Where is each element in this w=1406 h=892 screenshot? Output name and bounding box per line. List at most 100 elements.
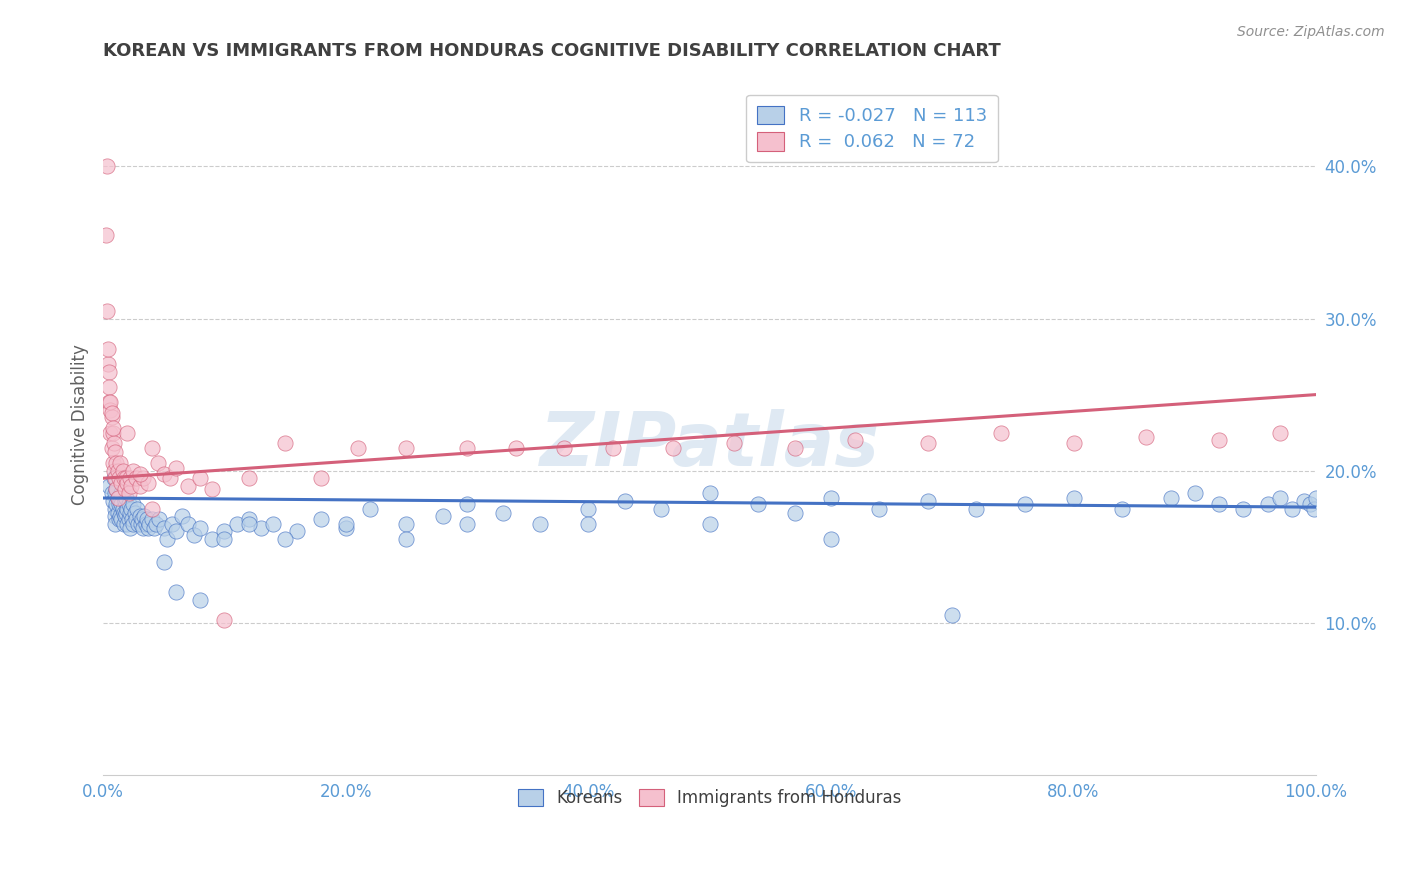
Point (820, 532, 842, 546)
Point (128, 509, 150, 524)
Point (650, 501, 672, 516)
Point (100, 425, 122, 440)
Point (152, 555, 174, 569)
Point (699, 486, 721, 500)
Point (96, 160, 118, 174)
Point (1299, 497, 1322, 511)
Point (100, 410, 122, 425)
Point (127, 501, 149, 516)
Point (120, 501, 142, 516)
Point (1281, 501, 1303, 516)
Point (98, 380, 121, 394)
Point (335, 521, 357, 535)
Point (103, 464, 125, 478)
Point (132, 471, 155, 485)
Point (136, 475, 159, 490)
Point (783, 441, 806, 455)
Point (105, 497, 128, 511)
Point (108, 497, 131, 511)
Point (115, 506, 138, 520)
Point (104, 445, 127, 459)
Point (134, 509, 156, 524)
Point (1302, 501, 1324, 516)
Point (148, 512, 170, 526)
Point (941, 608, 963, 623)
Point (94, 227, 117, 242)
Point (214, 532, 236, 546)
Point (125, 471, 148, 485)
Point (162, 516, 184, 531)
Point (505, 441, 527, 455)
Point (107, 491, 129, 505)
Point (1208, 434, 1230, 448)
Point (177, 516, 200, 531)
Point (107, 506, 129, 520)
Point (177, 479, 200, 493)
Point (108, 456, 131, 470)
Point (100, 441, 122, 455)
Point (1184, 486, 1206, 500)
Point (104, 516, 127, 531)
Point (131, 512, 153, 526)
Point (117, 486, 139, 500)
Point (1135, 430, 1157, 444)
Point (114, 509, 136, 524)
Point (97, 342, 120, 356)
Point (456, 497, 478, 511)
Point (492, 506, 515, 520)
Point (613, 494, 636, 508)
Point (98, 365, 121, 379)
Point (117, 475, 139, 490)
Point (214, 524, 236, 539)
Point (112, 506, 135, 520)
Point (110, 486, 132, 500)
Point (359, 501, 381, 516)
Point (100, 402, 122, 417)
Text: ZIPatlas: ZIPatlas (540, 409, 880, 483)
Point (127, 516, 149, 531)
Point (117, 516, 139, 531)
Point (98, 395, 121, 409)
Text: Source: ZipAtlas.com: Source: ZipAtlas.com (1237, 25, 1385, 39)
Point (152, 521, 174, 535)
Point (120, 479, 142, 493)
Point (1257, 497, 1279, 511)
Point (1111, 501, 1133, 516)
Point (112, 516, 135, 531)
Point (576, 501, 599, 516)
Point (274, 532, 297, 546)
Point (844, 434, 866, 448)
Point (108, 512, 131, 526)
Point (529, 516, 551, 531)
Point (868, 501, 890, 516)
Point (188, 471, 211, 485)
Point (747, 497, 769, 511)
Point (103, 471, 125, 485)
Point (990, 425, 1012, 440)
Point (395, 532, 418, 546)
Point (100, 486, 122, 500)
Text: KOREAN VS IMMIGRANTS FROM HONDURAS COGNITIVE DISABILITY CORRELATION CHART: KOREAN VS IMMIGRANTS FROM HONDURAS COGNI… (103, 42, 1001, 60)
Point (115, 491, 138, 505)
Point (395, 441, 418, 455)
Point (124, 506, 146, 520)
Point (105, 456, 128, 470)
Point (347, 441, 370, 455)
Point (138, 516, 160, 531)
Point (128, 467, 150, 481)
Point (118, 521, 141, 535)
Point (311, 512, 333, 526)
Point (966, 501, 988, 516)
Point (1268, 425, 1291, 440)
Legend: Koreans, Immigrants from Honduras: Koreans, Immigrants from Honduras (509, 780, 910, 815)
Point (602, 441, 624, 455)
Point (101, 425, 124, 440)
Point (917, 436, 939, 450)
Point (107, 491, 129, 505)
Point (1063, 491, 1085, 505)
Point (108, 509, 131, 524)
Point (576, 516, 599, 531)
Point (432, 509, 454, 524)
Point (1014, 497, 1036, 511)
Point (456, 516, 478, 531)
